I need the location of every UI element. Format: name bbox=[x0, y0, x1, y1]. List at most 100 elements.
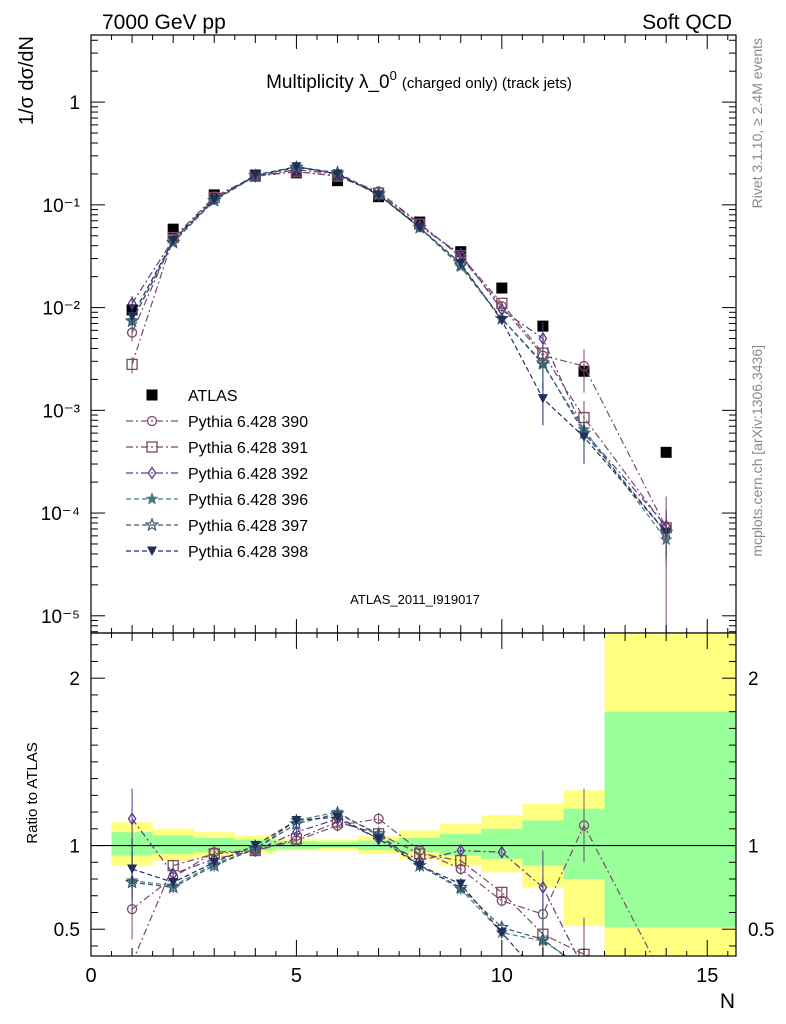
legend-entry-3-label: Pythia 6.428 392 bbox=[188, 466, 308, 483]
analysis-id: ATLAS_2011_I919017 bbox=[350, 592, 480, 607]
x-tick-label: 15 bbox=[696, 965, 718, 987]
bottom-frame bbox=[90, 632, 737, 957]
ratio-series-4-point bbox=[453, 879, 469, 894]
top-axis-ticks: 1 10⁻¹ 10⁻² 10⁻³ 10⁻⁴ 10⁻⁵ bbox=[41, 35, 736, 633]
ratio-series-0-point bbox=[578, 820, 590, 831]
series-2-point bbox=[126, 358, 138, 371]
ratio-y-axis-label: Ratio to ATLAS bbox=[24, 742, 41, 843]
series-6-point bbox=[168, 235, 179, 246]
ratio-series-5-point bbox=[373, 834, 384, 844]
ratio-series-5-point bbox=[414, 861, 425, 871]
ratio-series-1-point bbox=[496, 886, 508, 899]
series-6-point bbox=[127, 311, 138, 322]
series-4-line bbox=[131, 166, 667, 541]
legend-entry-0-marker bbox=[146, 389, 158, 401]
series-3-point bbox=[127, 296, 137, 311]
ratio-series-2-point bbox=[497, 845, 507, 859]
series-5-point bbox=[535, 355, 551, 370]
legend-entry-4-marker bbox=[145, 492, 159, 505]
ratio-series-2-point bbox=[292, 825, 301, 839]
series-0-point bbox=[660, 446, 672, 458]
legend-entry-6-marker bbox=[147, 546, 157, 556]
series-1-point bbox=[578, 360, 590, 372]
series-6-point bbox=[209, 195, 220, 205]
ratio-series-4-point bbox=[535, 931, 551, 946]
ratio-series-5-point bbox=[332, 812, 343, 823]
legend-entry-1-marker bbox=[146, 415, 158, 427]
ratio-series-2-point bbox=[127, 812, 137, 826]
top-y-tick-label: 1 bbox=[69, 93, 80, 114]
top-y-tick-label: 10⁻³ bbox=[43, 401, 81, 422]
rivet-label: Rivet 3.1.10, ≥ 2.4M events bbox=[749, 38, 765, 208]
series-6-point bbox=[291, 162, 302, 172]
ratio-series-5-point bbox=[496, 928, 507, 938]
legend: ATLAS Pythia 6.428 390 Pythia 6.428 391 Pyt… bbox=[126, 388, 308, 561]
series-3-point bbox=[538, 331, 548, 346]
plot-title-superscript: 0 bbox=[390, 68, 397, 83]
legend-entry-2-marker bbox=[146, 441, 158, 453]
plot-title: Multiplicity λ_00 (charged only) (track j… bbox=[266, 68, 572, 93]
bottom-y-tick-label-left: 1 bbox=[69, 837, 80, 858]
ratio-series-clipped bbox=[124, 788, 653, 956]
ratio-series-5-point bbox=[250, 841, 261, 851]
ratio-series-5-point bbox=[455, 879, 466, 890]
x-axis-label: N bbox=[720, 990, 735, 1013]
bottom-y-tick-label-left: 2 bbox=[69, 669, 80, 690]
bottom-y-tick-label-right: 2 bbox=[748, 669, 759, 690]
series-0-point bbox=[496, 282, 508, 294]
legend-entry-2-label: Pythia 6.428 391 bbox=[188, 440, 308, 457]
top-y-tick-label: 10⁻¹ bbox=[43, 196, 81, 217]
plot-title-main: Multiplicity λ_0 bbox=[266, 72, 390, 93]
top-series-layer bbox=[124, 159, 674, 633]
series-6-point bbox=[537, 394, 548, 404]
ratio-series-5-point bbox=[168, 877, 179, 888]
bottom-panel: 0.5 0.5 1 1 2 2 0 5 10 15 Ratio to ATLAS N bbox=[24, 632, 774, 1013]
ratio-series-5-point bbox=[127, 864, 138, 874]
bottom-axis-ticks: 0.5 0.5 1 1 2 2 0 5 10 15 bbox=[54, 633, 774, 987]
series-6-point bbox=[578, 432, 589, 442]
legend-entry-6-label: Pythia 6.428 398 bbox=[188, 544, 308, 561]
legend-entry-5-marker bbox=[144, 517, 160, 532]
ratio-series-4-point bbox=[206, 857, 222, 872]
ratio-bands-layer bbox=[91, 633, 736, 956]
ratio-series-2-point bbox=[538, 880, 548, 895]
ratio-series-5-point bbox=[209, 857, 220, 868]
top-y-tick-label: 10⁻² bbox=[43, 299, 81, 320]
series-6-point bbox=[414, 223, 425, 233]
series-6-point bbox=[496, 315, 507, 326]
bottom-y-tick-label-left: 0.5 bbox=[54, 920, 80, 941]
top-y-tick-label: 10⁻⁵ bbox=[41, 607, 80, 628]
top-panel: 1 10⁻¹ 10⁻² 10⁻³ 10⁻⁴ 10⁻⁵ Multiplicity λ_00 (… bbox=[16, 34, 737, 634]
legend-entry-1-label: Pythia 6.428 390 bbox=[188, 414, 308, 431]
series-6-point bbox=[455, 258, 466, 269]
top-y-axis-label: 1/σ dσ/dN bbox=[16, 36, 38, 125]
series-0-point bbox=[167, 223, 179, 235]
plot-title-qualifier: (charged only) (track jets) bbox=[402, 75, 572, 92]
legend-entry-4-label: Pythia 6.428 396 bbox=[188, 492, 308, 509]
ratio-series-layer bbox=[124, 788, 653, 956]
bottom-y-tick-label-right: 0.5 bbox=[748, 920, 774, 941]
series-0-point bbox=[455, 246, 467, 258]
top-y-tick-label: 10⁻⁴ bbox=[41, 504, 80, 525]
x-tick-label: 10 bbox=[491, 965, 513, 987]
bottom-y-tick-label-right: 1 bbox=[748, 837, 759, 858]
energy-label: 7000 GeV pp bbox=[102, 11, 226, 34]
ratio-series-0-point bbox=[373, 813, 384, 824]
ratio-series-2-point bbox=[456, 843, 466, 858]
legend-entry-3-marker bbox=[147, 466, 157, 480]
category-label: Soft QCD bbox=[642, 11, 732, 34]
ratio-band-inner bbox=[604, 711, 736, 928]
series-6-point bbox=[332, 169, 343, 179]
x-tick-label: 0 bbox=[85, 965, 96, 987]
legend-entry-5-label: Pythia 6.428 397 bbox=[188, 518, 308, 535]
series-6-point bbox=[250, 170, 261, 181]
x-tick-label: 5 bbox=[291, 965, 302, 987]
ratio-series-4-point bbox=[289, 816, 304, 830]
source-label: mcplots.cern.ch [arXiv:1306.3436] bbox=[749, 345, 765, 557]
series-6-point bbox=[373, 190, 384, 200]
ratio-series-5-point bbox=[291, 815, 302, 826]
legend-entry-0-label: ATLAS bbox=[188, 388, 238, 405]
ratio-series-4-point bbox=[165, 879, 181, 894]
ratio-band-inner bbox=[152, 835, 194, 854]
